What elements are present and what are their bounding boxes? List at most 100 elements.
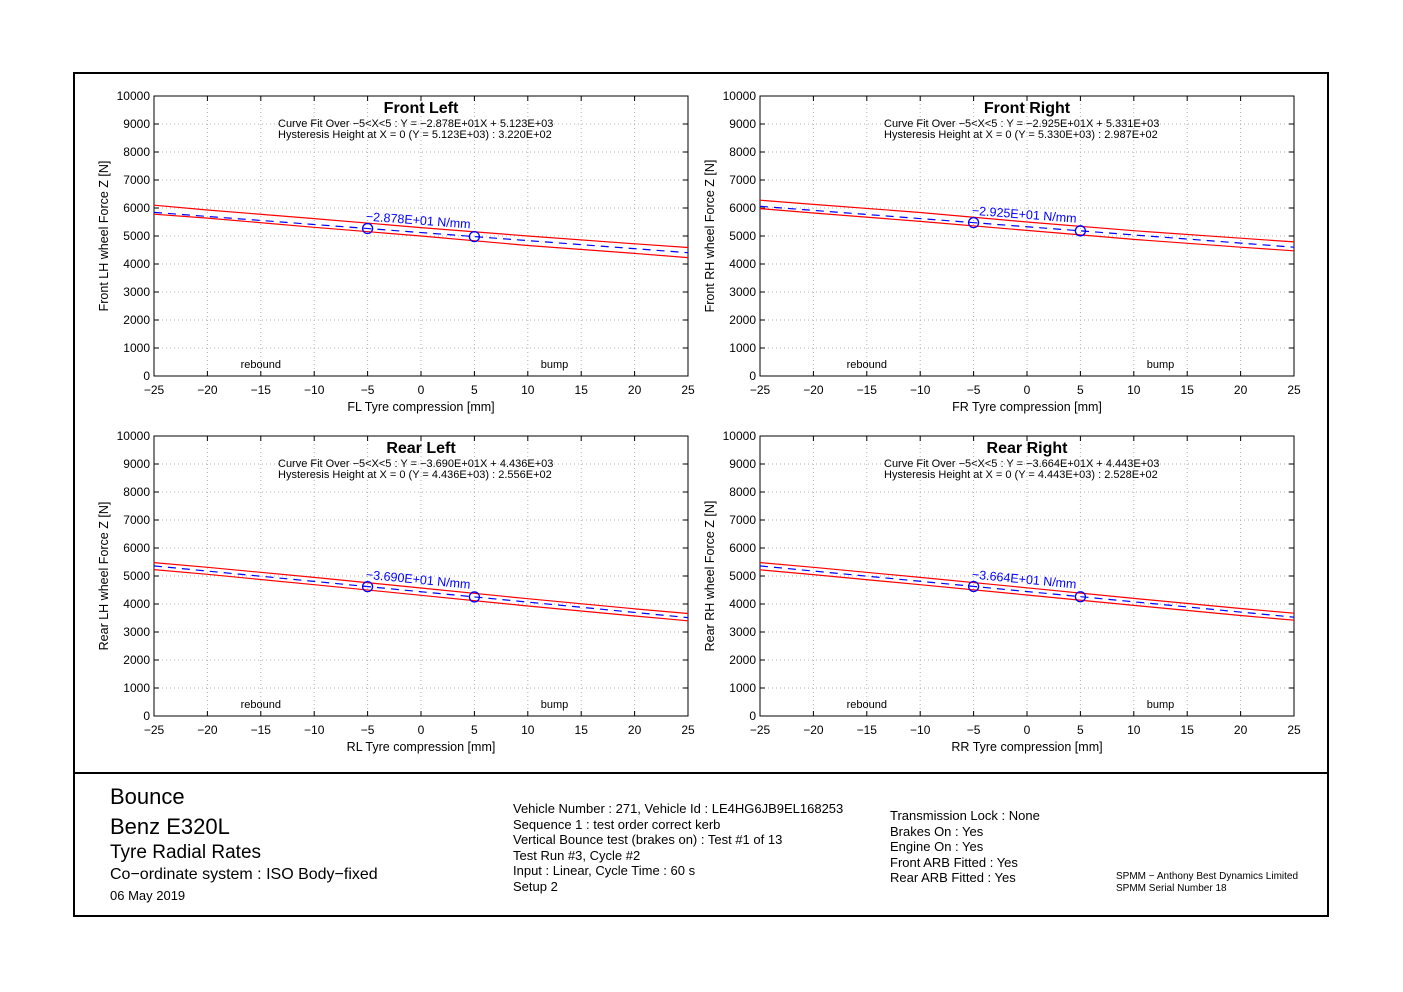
y-tick-label: 10000 [117,429,151,443]
x-tick-label: 0 [418,383,425,397]
x-tick-label: −10 [910,723,931,737]
hysteresis-upper-line [759,562,1295,614]
info-line: Vehicle Number : 271, Vehicle Id : LE4HG… [513,801,844,816]
x-tick-label: −15 [857,383,878,397]
chart-title: Rear Right [987,440,1069,457]
y-axis-label: Rear LH wheel Force Z [N] [97,502,111,651]
y-tick-label: 9000 [729,117,756,131]
y-tick-label: 7000 [123,513,150,527]
y-tick-label: 2000 [729,653,756,667]
chart-title: Front Right [984,100,1071,117]
curve-fit-line [759,205,1295,248]
charts-area: −25 −20 −15 −10 −5 0 5 10 15 20 250100020003000400… [97,89,1301,754]
bump-label: bump [1147,699,1175,711]
chart-panel-0: −25 −20 −15 −10 −5 0 5 10 15 20 25 0 1000 2000 3000 400… [97,89,695,414]
y-tick-label: 5000 [123,229,150,243]
x-tick-label: 20 [1234,723,1248,737]
fit-point-marker [468,230,481,243]
chart-panel-2: −25 −20 −15 −10 −5 0 5 10 15 20 25 0 1000 2000 3000 400… [97,429,695,754]
x-tick-label: 20 [628,723,642,737]
curve-fit-annotation: Curve Fit Over −5<X<5 : Y = −2.878E+01X … [278,118,553,130]
x-tick-label: 20 [628,383,642,397]
y-tick-label: 4000 [729,257,756,271]
hysteresis-lower-line [153,569,689,622]
x-tick-label: 10 [1127,383,1141,397]
y-tick-label: 1000 [729,341,756,355]
curve-fit-line [153,211,689,254]
fit-point-marker [967,580,980,593]
y-tick-label: 10000 [723,89,757,103]
x-tick-label: −20 [197,383,218,397]
y-tick-label: 0 [749,709,756,723]
y-tick-label: 5000 [123,569,150,583]
y-tick-label: 10000 [723,429,757,443]
y-tick-label: 7000 [123,173,150,187]
x-tick-label: 5 [471,383,478,397]
y-tick-label: 1000 [123,681,150,695]
chart-panel-1: −25 −20 −15 −10 −5 0 5 10 15 20 25 0 1000 2000 3000 400… [703,89,1301,414]
x-tick-label: −20 [803,383,824,397]
x-tick-label: 0 [1024,723,1031,737]
y-tick-label: 8000 [123,145,150,159]
curve-fit-line [153,565,689,619]
x-tick-label: 10 [521,383,535,397]
x-tick-label: −15 [251,723,272,737]
footer-divider [73,772,1329,774]
y-tick-label: 0 [749,369,756,383]
chart-title: Front Left [384,100,459,117]
y-tick-label: 0 [143,369,150,383]
x-tick-label: −5 [361,723,375,737]
x-tick-label: −20 [803,723,824,737]
y-tick-label: 2000 [123,653,150,667]
x-tick-label: 5 [1077,723,1084,737]
y-tick-label: 5000 [729,569,756,583]
setting-line: Front ARB Fitted : Yes [890,854,1018,870]
x-axis-label: FR Tyre compression [mm] [952,400,1102,414]
y-tick-label: 4000 [729,597,756,611]
x-tick-label: −5 [967,723,981,737]
curve-fit-annotation: Curve Fit Over −5<X<5 : Y = −3.664E+01X … [884,458,1159,470]
x-tick-label: −15 [857,723,878,737]
x-tick-label: 5 [471,723,478,737]
x-tick-label: −5 [967,383,981,397]
y-tick-label: 3000 [123,285,150,299]
y-tick-label: 3000 [729,625,756,639]
x-tick-label: 25 [681,723,695,737]
hysteresis-upper-line [153,562,689,615]
bump-label: bump [541,359,569,371]
fit-point-marker [361,222,374,235]
y-tick-label: 4000 [123,597,150,611]
y-tick-label: 10000 [117,89,151,103]
y-tick-label: 6000 [729,541,756,555]
info-line: Setup 2 [513,878,558,894]
fit-point-marker [361,580,374,593]
x-tick-label: 5 [1077,383,1084,397]
coordinate-system: Co−ordinate system : ISO Body−fixed [110,866,378,883]
report-title: Bounce [110,784,185,809]
x-tick-label: 10 [1127,723,1141,737]
hysteresis-annotation: Hysteresis Height at X = 0 (Y = 4.436E+0… [278,469,552,481]
y-tick-label: 8000 [123,485,150,499]
y-tick-label: 5000 [729,229,756,243]
x-tick-label: 15 [575,383,589,397]
x-tick-label: −5 [361,383,375,397]
curve-fit-line [759,565,1295,618]
y-tick-label: 3000 [123,625,150,639]
x-axis-label: RL Tyre compression [mm] [347,740,496,754]
hysteresis-lower-line [153,213,689,259]
x-tick-label: 15 [1181,383,1195,397]
x-tick-label: −25 [144,723,165,737]
y-axis-label: Front LH wheel Force Z [N] [97,161,111,312]
bump-label: bump [1147,359,1175,371]
x-tick-label: −25 [750,723,771,737]
test-info: Vehicle Number : 271, Vehicle Id : LE4HG… [513,801,843,894]
y-tick-label: 8000 [729,485,756,499]
x-tick-label: −20 [197,723,218,737]
hysteresis-annotation: Hysteresis Height at X = 0 (Y = 5.123E+0… [278,129,552,141]
y-tick-label: 0 [143,709,150,723]
setting-line: Brakes On : Yes [890,823,984,839]
setting-line: Rear ARB Fitted : Yes [890,870,1016,885]
x-axis-label: FL Tyre compression [mm] [347,400,494,414]
x-tick-label: 25 [1287,383,1301,397]
x-tick-label: −10 [304,723,325,737]
